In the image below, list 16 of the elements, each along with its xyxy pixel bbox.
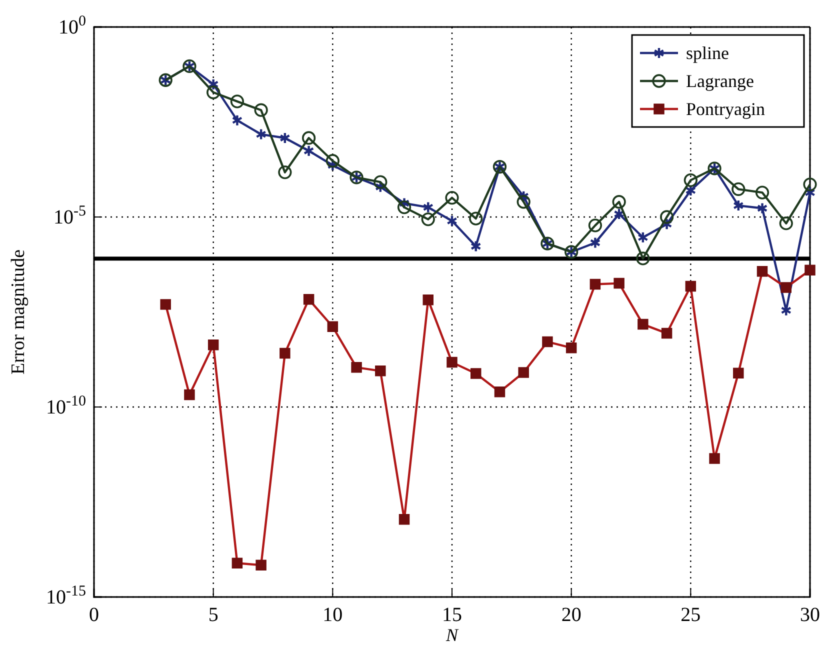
y-tick-label: 10$^{-15}$ [46, 583, 86, 608]
legend-label: spline [686, 43, 730, 63]
y-tick-label: 10$^{0}$ [58, 13, 86, 38]
legend-label: Lagrange [686, 71, 754, 91]
x-tick-label: 0 [89, 604, 99, 626]
legend-label: Pontryagin [686, 99, 765, 119]
y-axis-title: Error magnitude [8, 249, 29, 375]
y-tick-label: 10$^{-10}$ [46, 393, 86, 418]
x-tick-label: 15 [442, 604, 462, 626]
x-tick-label: 30 [800, 604, 820, 626]
x-tick-label: 25 [680, 604, 701, 626]
x-tick-label: 5 [208, 604, 218, 626]
x-tick-label: 20 [561, 604, 582, 626]
x-axis-title: N [444, 625, 459, 645]
y-tick-label: 10$^{-5}$ [54, 203, 86, 228]
x-tick-label: 10 [322, 604, 343, 626]
